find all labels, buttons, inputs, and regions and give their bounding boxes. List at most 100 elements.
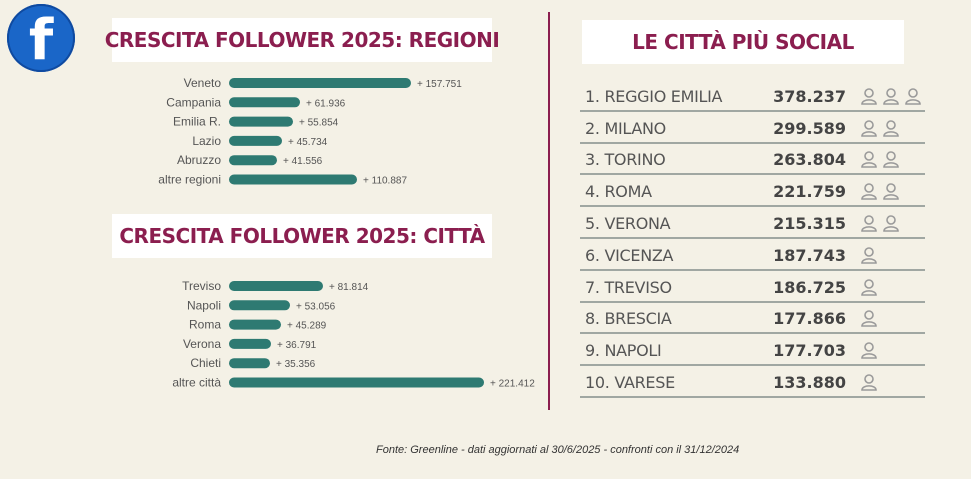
city-category-label: Treviso bbox=[182, 279, 221, 293]
regions-chart-title: CRESCITA FOLLOWER 2025: REGIONI bbox=[105, 18, 500, 62]
city-followers-value: 299.589 bbox=[773, 118, 846, 138]
city-name: 3. TORINO bbox=[585, 150, 666, 170]
region-bar bbox=[229, 78, 411, 88]
city-category-label: Verona bbox=[183, 337, 221, 351]
table-row: 8. BRESCIA 177.866 bbox=[580, 303, 925, 335]
city-followers-value: 378.237 bbox=[773, 86, 846, 106]
facebook-icon: f bbox=[7, 4, 75, 73]
city-name: 2. MILANO bbox=[585, 118, 666, 138]
person-icons-group bbox=[860, 182, 900, 200]
city-followers-value: 263.804 bbox=[773, 150, 846, 170]
city-name: 5. VERONA bbox=[585, 213, 671, 233]
city-bar bbox=[229, 281, 323, 291]
city-name: 7. TREVISO bbox=[585, 277, 672, 297]
city-category-label: Chieti bbox=[190, 356, 221, 370]
city-name: 4. ROMA bbox=[585, 182, 652, 202]
region-value-label: + 157.751 bbox=[417, 79, 462, 90]
person-icon bbox=[861, 374, 877, 391]
city-followers-value: 215.315 bbox=[773, 213, 846, 233]
region-bar bbox=[229, 135, 282, 146]
city-name: 6. VICENZA bbox=[585, 245, 674, 265]
person-icon bbox=[861, 342, 877, 359]
person-icons-group bbox=[860, 309, 878, 328]
city-bar bbox=[229, 358, 270, 369]
city-value-label: + 36.791 bbox=[277, 340, 317, 351]
region-category-label: Veneto bbox=[184, 76, 222, 90]
table-row: 9. NAPOLI 177.703 bbox=[580, 334, 925, 367]
region-category-label: altre regioni bbox=[158, 173, 221, 187]
city-value-label: + 53.056 bbox=[296, 301, 336, 312]
city-bar bbox=[229, 338, 271, 349]
person-icon bbox=[861, 87, 877, 105]
city-bar bbox=[229, 377, 484, 388]
person-icon bbox=[861, 310, 877, 328]
city-category-label: altre città bbox=[172, 376, 221, 390]
table-row: 5. VERONA 215.315 bbox=[580, 207, 925, 239]
person-icon bbox=[861, 246, 877, 264]
source-footnote: Fonte: Greenline - dati aggiornati al 30… bbox=[376, 444, 740, 456]
person-icon bbox=[883, 87, 899, 105]
cities-chart-title: CRESCITA FOLLOWER 2025: CITTÀ bbox=[112, 214, 492, 258]
city-followers-value: 186.725 bbox=[773, 277, 846, 297]
table-row: 4. ROMA 221.759 bbox=[580, 175, 925, 208]
region-category-label: Abruzzo bbox=[177, 153, 221, 167]
cities-bar-chart: Treviso + 81.814 Napoli + 53.056 Roma + 45.28… bbox=[172, 279, 535, 390]
city-category-label: Roma bbox=[189, 318, 221, 332]
table-row: 2. MILANO 299.589 bbox=[580, 112, 925, 144]
table-row: 6. VICENZA 187.743 bbox=[580, 239, 925, 271]
regions-bar-chart: Veneto + 157.751 Campania + 61.936 Emilia R.… bbox=[158, 76, 462, 187]
city-followers-value: 177.703 bbox=[773, 341, 846, 361]
person-icons-group bbox=[860, 246, 878, 264]
city-value-label: + 45.289 bbox=[287, 321, 327, 332]
person-icon bbox=[861, 183, 877, 200]
city-name: 9. NAPOLI bbox=[585, 341, 662, 361]
person-icon bbox=[883, 183, 899, 200]
person-icons-group bbox=[860, 150, 900, 169]
region-category-label: Emilia R. bbox=[173, 115, 221, 129]
region-bar bbox=[229, 97, 300, 108]
person-icon bbox=[861, 151, 877, 169]
region-value-label: + 61.936 bbox=[306, 98, 346, 109]
person-icons-group bbox=[860, 373, 878, 391]
person-icons-group bbox=[860, 87, 922, 105]
city-bar bbox=[229, 300, 290, 311]
region-bar bbox=[229, 155, 277, 166]
region-value-label: + 41.556 bbox=[283, 156, 323, 167]
city-followers-value: 177.866 bbox=[773, 309, 846, 329]
region-value-label: + 55.854 bbox=[299, 118, 339, 129]
person-icons-group bbox=[860, 278, 878, 296]
person-icon bbox=[883, 151, 899, 169]
person-icons-group bbox=[860, 341, 878, 359]
city-value-label: + 35.356 bbox=[276, 359, 316, 370]
table-row: 3. TORINO 263.804 bbox=[580, 144, 925, 176]
social-cities-table: 1. REGGIO EMILIA 378.237 2. MILANO 299.589 3… bbox=[580, 80, 925, 398]
city-bar bbox=[229, 319, 281, 330]
region-category-label: Campania bbox=[166, 95, 221, 109]
city-name: 8. BRESCIA bbox=[585, 309, 672, 329]
city-followers-value: 133.880 bbox=[773, 372, 846, 392]
person-icon bbox=[883, 215, 899, 232]
region-bar bbox=[229, 116, 293, 127]
city-followers-value: 221.759 bbox=[773, 182, 846, 202]
table-row: 10. VARESE 133.880 bbox=[580, 366, 925, 398]
region-category-label: Lazio bbox=[192, 134, 221, 148]
region-value-label: + 45.734 bbox=[288, 137, 328, 148]
city-category-label: Napoli bbox=[187, 298, 221, 312]
social-cities-title: LE CITTÀ PIÙ SOCIAL bbox=[582, 20, 904, 64]
region-bar bbox=[229, 174, 357, 185]
person-icon bbox=[883, 119, 899, 137]
person-icon bbox=[905, 87, 921, 105]
city-value-label: + 81.814 bbox=[329, 282, 369, 293]
person-icon bbox=[861, 215, 877, 232]
person-icons-group bbox=[860, 214, 900, 232]
person-icon bbox=[861, 278, 877, 296]
person-icons-group bbox=[860, 119, 900, 137]
vertical-divider bbox=[548, 12, 550, 410]
city-name: 10. VARESE bbox=[585, 372, 675, 392]
city-name: 1. REGGIO EMILIA bbox=[585, 86, 723, 106]
person-icon bbox=[861, 119, 877, 137]
city-followers-value: 187.743 bbox=[773, 245, 846, 265]
table-row: 1. REGGIO EMILIA 378.237 bbox=[580, 80, 925, 112]
city-value-label: + 221.412 bbox=[490, 379, 535, 390]
table-row: 7. TREVISO 186.725 bbox=[580, 271, 925, 303]
